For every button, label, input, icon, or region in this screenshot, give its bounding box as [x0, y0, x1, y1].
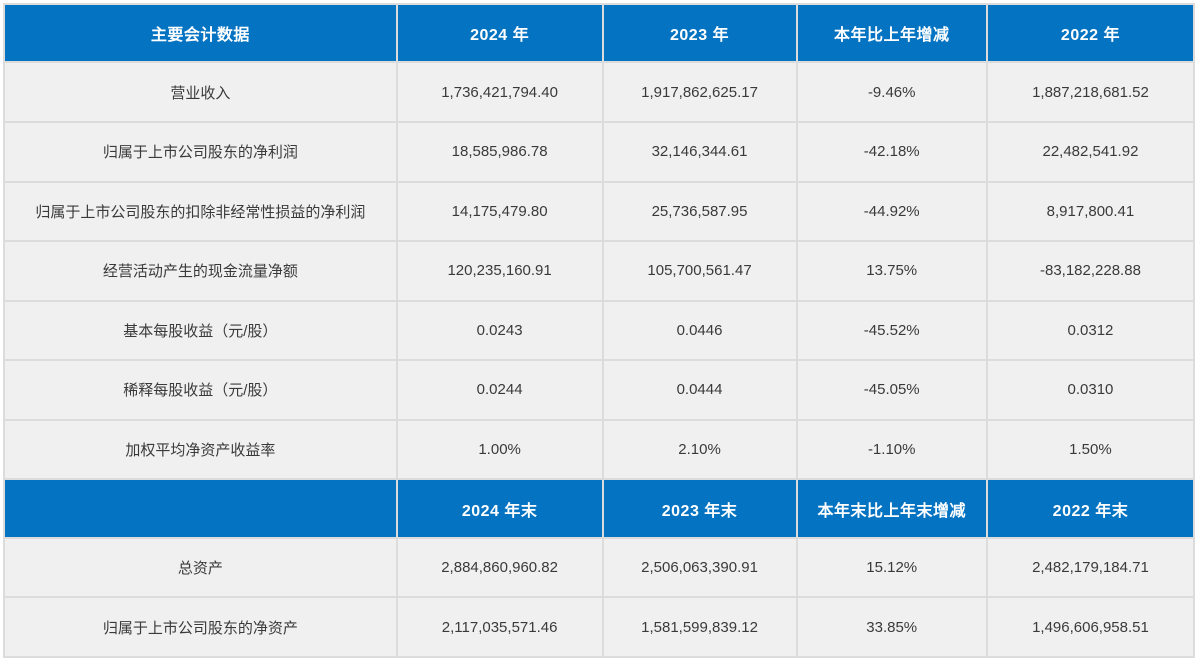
column-header: 本年比上年增减 [795, 2, 988, 64]
table-cell: -9.46% [795, 61, 988, 124]
table-cell: -83,182,228.88 [985, 240, 1196, 302]
table-cell: 0.0312 [985, 299, 1196, 362]
column-header: 2023 年末 [601, 478, 798, 539]
table-cell: 0.0243 [395, 299, 604, 362]
table-row: 归属于上市公司股东的净利润 18,585,986.78 32,146,344.61-… [3, 121, 1196, 183]
table-cell: 2,482,179,184.71 [985, 536, 1196, 599]
table-cell: -42.18% [795, 121, 988, 183]
column-header: 2023 年 [601, 2, 798, 64]
column-header: 2024 年末 [395, 478, 604, 539]
table-cell: 1,917,862,625.17 [601, 61, 798, 124]
column-header: 主要会计数据 [3, 2, 398, 64]
section-0-header-row: 主要会计数据 2024 年 2023 年本年比上年增减 2022 年 [3, 2, 1196, 64]
table-cell: 22,482,541.92 [985, 121, 1196, 183]
table-cell: 105,700,561.47 [601, 240, 798, 302]
row-label: 归属于上市公司股东的扣除非经常性损益的净利润 [3, 180, 398, 243]
table-cell: 33.85% [795, 596, 988, 658]
table-row: 经营活动产生的现金流量净额 120,235,160.91 105,700,561.4… [3, 240, 1196, 302]
table-row: 归属于上市公司股东的扣除非经常性损益的净利润 14,175,479.80 25,73… [3, 180, 1196, 243]
column-header: 本年末比上年末增减 [795, 478, 988, 539]
table-cell: 120,235,160.91 [395, 240, 604, 302]
table-row: 稀释每股收益（元/股） 0.0244 0.0444 -45.05% 0.0310 [3, 359, 1196, 421]
row-label: 总资产 [3, 536, 398, 599]
column-header: 2022 年 [985, 2, 1196, 64]
column-header: 2022 年末 [985, 478, 1196, 539]
row-label: 归属于上市公司股东的净利润 [3, 121, 398, 183]
table-cell: 2.10% [601, 418, 798, 481]
table-cell: 2,117,035,571.46 [395, 596, 604, 658]
key-accounting-data-table: 主要会计数据 2024 年 2023 年本年比上年增减 2022 年营业收入 1,736… [3, 2, 1196, 658]
table-body: 主要会计数据 2024 年 2023 年本年比上年增减 2022 年营业收入 1,736… [3, 2, 1196, 658]
column-header: 2024 年 [395, 2, 604, 64]
column-header [3, 478, 398, 539]
table-cell: 0.0444 [601, 359, 798, 421]
table-cell: 8,917,800.41 [985, 180, 1196, 243]
table-cell: -45.05% [795, 359, 988, 421]
table-cell: 0.0244 [395, 359, 604, 421]
table-cell: 0.0446 [601, 299, 798, 362]
section-1-header-row: 2024 年末 2023 年末 本年末比上年末增减 2022 年末 [3, 478, 1196, 539]
table-cell: 15.12% [795, 536, 988, 599]
table-row: 加权平均净资产收益率 1.00% 2.10% -1.10% 1.50% [3, 418, 1196, 481]
row-label: 稀释每股收益（元/股） [3, 359, 398, 421]
table-cell: 1,581,599,839.12 [601, 596, 798, 658]
table-cell: 13.75% [795, 240, 988, 302]
table-cell: -45.52% [795, 299, 988, 362]
table-row: 基本每股收益（元/股） 0.0243 0.0446 -45.52% 0.0312 [3, 299, 1196, 362]
table-row: 总资产 2,884,860,960.82 2,506,063,390.91 15.12… [3, 536, 1196, 599]
row-label: 加权平均净资产收益率 [3, 418, 398, 481]
table-cell: 1,496,606,958.51 [985, 596, 1196, 658]
table-cell: 2,884,860,960.82 [395, 536, 604, 599]
table-row: 营业收入 1,736,421,794.40 1,917,862,625.17 -9.4… [3, 61, 1196, 124]
row-label: 营业收入 [3, 61, 398, 124]
table-cell: 18,585,986.78 [395, 121, 604, 183]
table-cell: 1.00% [395, 418, 604, 481]
table-cell: -44.92% [795, 180, 988, 243]
row-label: 归属于上市公司股东的净资产 [3, 596, 398, 658]
table-cell: 1.50% [985, 418, 1196, 481]
table-row: 归属于上市公司股东的净资产 2,117,035,571.46 1,581,599,8… [3, 596, 1196, 658]
table-cell: 0.0310 [985, 359, 1196, 421]
table-cell: -1.10% [795, 418, 988, 481]
table-cell: 14,175,479.80 [395, 180, 604, 243]
row-label: 基本每股收益（元/股） [3, 299, 398, 362]
table-cell: 32,146,344.61 [601, 121, 798, 183]
table-cell: 2,506,063,390.91 [601, 536, 798, 599]
table-cell: 1,736,421,794.40 [395, 61, 604, 124]
table-cell: 1,887,218,681.52 [985, 61, 1196, 124]
row-label: 经营活动产生的现金流量净额 [3, 240, 398, 302]
table-cell: 25,736,587.95 [601, 180, 798, 243]
